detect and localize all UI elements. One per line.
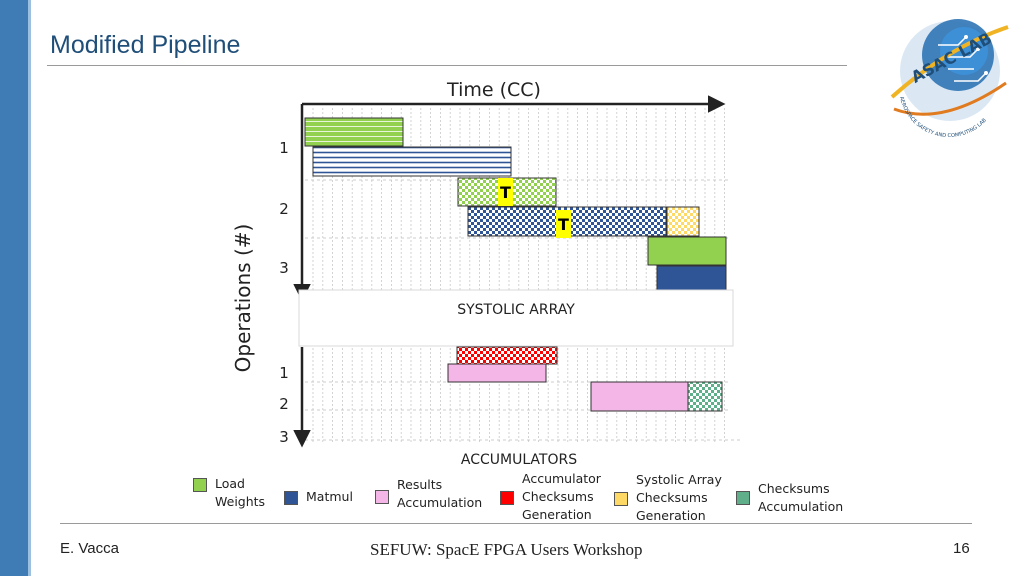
left-accent-stripe	[28, 0, 31, 576]
transfer-marker	[556, 210, 571, 238]
legend-swatch	[614, 492, 628, 506]
legend-load-weights: Load Weights	[193, 475, 265, 511]
legend-swatch	[284, 491, 298, 505]
systolic-array-label: SYSTOLIC ARRAY	[457, 302, 575, 318]
matmul-bar-1	[312, 146, 512, 177]
systolic-row-label: 1	[279, 139, 289, 157]
legend-label: Systolic Array Checksums Generation	[636, 472, 722, 523]
footer-event: SEFUW: SpacE FPGA Users Workshop	[370, 540, 643, 559]
load-weights-bar-1	[304, 117, 404, 147]
operations-axis-label: Operations (#)	[231, 224, 255, 373]
legend-label: Accumulator Checksums Generation	[522, 471, 601, 522]
results-accumulation-bar-2	[590, 381, 689, 412]
transfer-marker-label: T	[558, 215, 569, 234]
legend-results-accumulation: Results Accumulation	[375, 476, 482, 512]
results-accumulation-bar-1	[447, 363, 547, 383]
accumulator-row-label: 2	[279, 395, 289, 413]
title-divider	[47, 65, 847, 66]
legend-label: Load Weights	[215, 476, 266, 509]
legend-swatch	[193, 478, 207, 492]
legend-swatch	[375, 490, 389, 504]
legend-label: Checksums Accumulation	[758, 481, 844, 514]
legend-checksums-accumulation: Checksums Accumulation	[736, 480, 843, 516]
accumulator-row-label: 3	[279, 428, 289, 446]
transfer-marker-label: T	[500, 183, 511, 202]
legend-accumulator-checksums: Accumulator Checksums Generation	[500, 470, 601, 524]
matmul-bar-3	[656, 265, 727, 293]
legend-systolic-checksums: Systolic Array Checksums Generation	[614, 471, 722, 525]
systolic-array-band	[298, 289, 734, 347]
left-accent-bar	[0, 0, 28, 576]
accumulators-label: ACCUMULATORS	[461, 452, 577, 468]
systolic-checksums-bar	[666, 206, 700, 237]
load-weights-bar-3	[647, 236, 727, 266]
asac-lab-logo: ASAC LAB AEROSPACE SAFETY AND COMPUTING …	[890, 13, 1009, 139]
legend-swatch	[736, 491, 750, 505]
page-number: 16	[953, 540, 970, 557]
legend-matmul: Matmul	[284, 488, 353, 506]
footer-author: E. Vacca	[60, 540, 119, 557]
time-axis-label: Time (CC)	[446, 79, 541, 101]
transfer-marker	[498, 178, 513, 206]
slide-title: Modified Pipeline	[50, 31, 241, 59]
accumulator-checksums-bar	[456, 346, 558, 365]
footer-divider	[60, 523, 972, 524]
checksums-accumulation-bar	[687, 381, 723, 412]
legend-label: Matmul	[306, 489, 353, 504]
legend-swatch	[500, 491, 514, 505]
systolic-row-label: 3	[279, 259, 289, 277]
legend-label: Results Accumulation	[397, 477, 483, 510]
systolic-row-label: 2	[279, 200, 289, 218]
accumulator-row-label: 1	[279, 364, 289, 382]
